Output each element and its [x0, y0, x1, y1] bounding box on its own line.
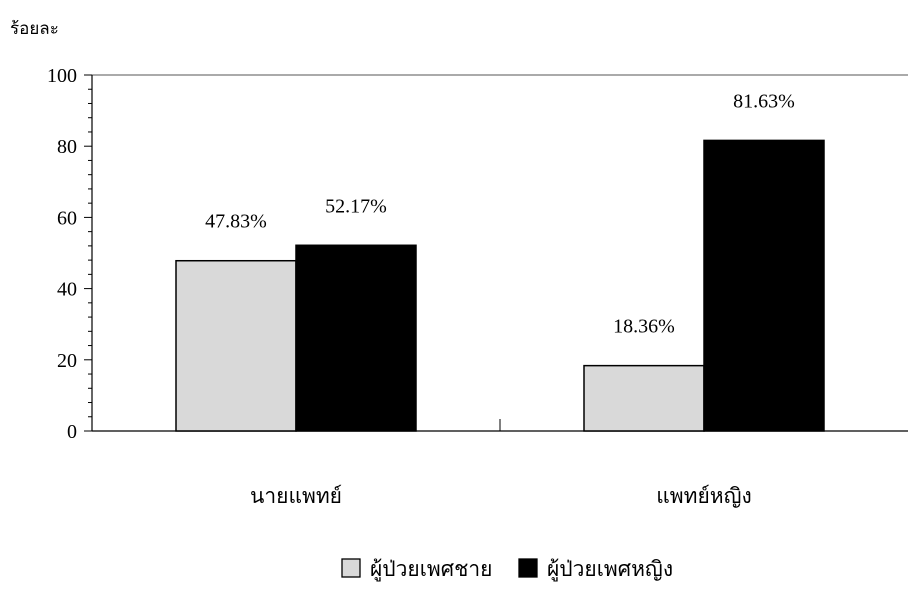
y-tick-label: 20: [57, 350, 77, 372]
y-tick-label: 100: [47, 65, 77, 87]
data-label: 52.17%: [325, 195, 387, 217]
y-tick-label: 60: [57, 207, 77, 229]
data-label: 47.83%: [205, 211, 267, 233]
y-tick-label: 0: [67, 421, 77, 443]
legend: ผู้ป่วยเพศชาย ผู้ป่วยเพศหญิง: [341, 557, 673, 582]
bar: [703, 139, 825, 432]
y-tick-label: 80: [57, 136, 77, 158]
data-labels: 47.83% 52.17% 18.36% 81.63%: [205, 90, 795, 337]
bar: [583, 364, 705, 432]
y-tick-label: 40: [57, 279, 77, 301]
legend-swatch: [518, 558, 538, 578]
legend-label: ผู้ป่วยเพศชาย: [370, 557, 492, 582]
data-label: 18.36%: [613, 316, 675, 338]
category-labels: นายแพทย์ แพทย์หญิง: [250, 484, 752, 508]
legend-label: ผู้ป่วยเพศหญิง: [547, 557, 673, 582]
y-axis-ticks: 0 20 40 60 80 100: [47, 65, 92, 443]
bar: [295, 244, 417, 432]
data-label: 81.63%: [733, 90, 795, 112]
category-label: นายแพทย์: [250, 484, 342, 508]
y-axis-unit-label: ร้อยละ: [10, 19, 59, 38]
legend-swatch: [341, 558, 361, 578]
bar: [175, 259, 297, 432]
bars: [175, 139, 825, 432]
category-label: แพทย์หญิง: [656, 484, 752, 508]
